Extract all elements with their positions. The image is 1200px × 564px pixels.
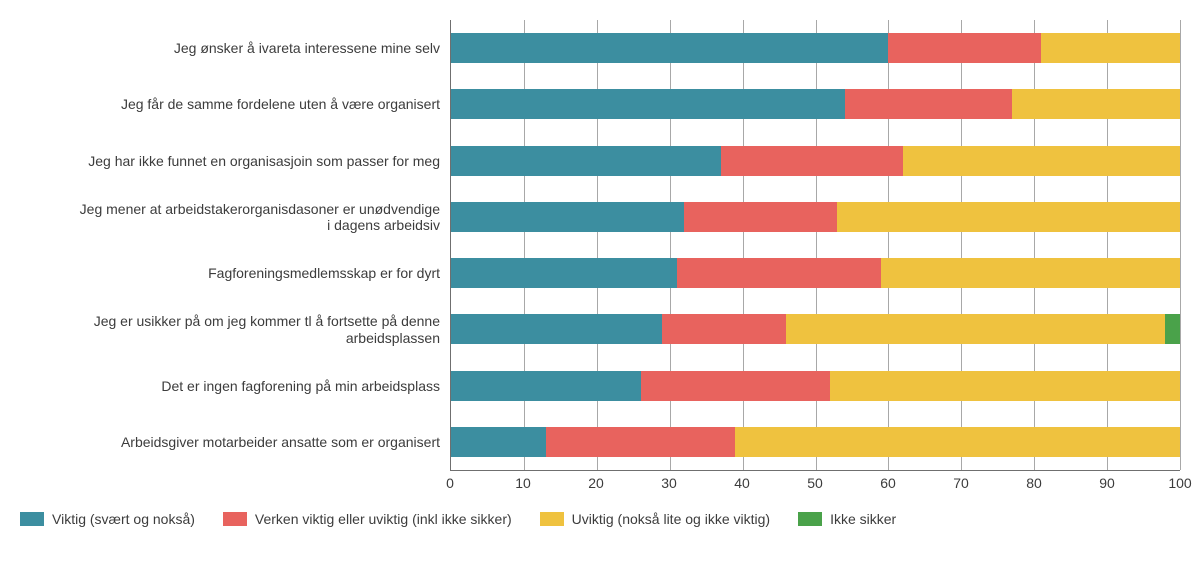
- x-tick-label: 10: [515, 475, 531, 491]
- legend-swatch: [223, 512, 247, 526]
- bar-row: [451, 245, 1180, 301]
- bar-segment-viktig: [451, 146, 721, 176]
- bar: [451, 202, 1180, 232]
- bar-segment-viktig: [451, 314, 662, 344]
- bar: [451, 427, 1180, 457]
- bar-segment-verken: [662, 314, 786, 344]
- bar-segment-verken: [677, 258, 881, 288]
- legend-swatch: [798, 512, 822, 526]
- x-tick-label: 70: [953, 475, 969, 491]
- bar-segment-uviktig: [881, 258, 1180, 288]
- bar: [451, 314, 1180, 344]
- bar-row: [451, 414, 1180, 470]
- legend-item: Ikke sikker: [798, 511, 896, 527]
- y-axis-label: Det er ingen fagforening på min arbeidsp…: [20, 358, 450, 414]
- x-tick-label: 50: [807, 475, 823, 491]
- x-tick-label: 0: [446, 475, 454, 491]
- bar-segment-uviktig: [837, 202, 1180, 232]
- gridline: [1180, 20, 1181, 470]
- bar-segment-uviktig: [786, 314, 1165, 344]
- bar-row: [451, 189, 1180, 245]
- y-axis-label: Fagforeningsmedlemsskap er for dyrt: [20, 246, 450, 302]
- stacked-bar-chart: Jeg ønsker å ivareta interessene mine se…: [0, 0, 1200, 537]
- bar-segment-verken: [888, 33, 1041, 63]
- x-tick-label: 80: [1026, 475, 1042, 491]
- legend-label: Viktig (svært og nokså): [52, 511, 195, 527]
- bar-segment-uviktig: [903, 146, 1180, 176]
- legend-swatch: [540, 512, 564, 526]
- x-tick-label: 60: [880, 475, 896, 491]
- bar-segment-viktig: [451, 427, 546, 457]
- bar-segment-verken: [641, 371, 831, 401]
- legend-label: Verken viktig eller uviktig (inkl ikke s…: [255, 511, 512, 527]
- x-tick-label: 100: [1168, 475, 1191, 491]
- bar-segment-uviktig: [1012, 89, 1180, 119]
- bar-segment-uviktig: [735, 427, 1180, 457]
- bar-row: [451, 358, 1180, 414]
- x-tick-label: 90: [1099, 475, 1115, 491]
- bar-segment-verken: [845, 89, 1013, 119]
- legend-item: Viktig (svært og nokså): [20, 511, 195, 527]
- bar-row: [451, 20, 1180, 76]
- bar: [451, 146, 1180, 176]
- legend-label: Uviktig (nokså lite og ikke viktig): [572, 511, 770, 527]
- y-axis-label: Jeg får de samme fordelene uten å være o…: [20, 76, 450, 132]
- bar-row: [451, 133, 1180, 189]
- x-axis-ticks: 0102030405060708090100: [450, 471, 1180, 497]
- x-tick-label: 40: [734, 475, 750, 491]
- bar-segment-verken: [684, 202, 837, 232]
- y-axis-label: Arbeidsgiver motarbeider ansatte som er …: [20, 415, 450, 471]
- x-tick-label: 20: [588, 475, 604, 491]
- bar: [451, 33, 1180, 63]
- bar-segment-verken: [546, 427, 736, 457]
- plot-row: Jeg ønsker å ivareta interessene mine se…: [20, 20, 1180, 471]
- bar: [451, 89, 1180, 119]
- bar: [451, 371, 1180, 401]
- y-axis-label: Jeg er usikker på om jeg kommer tl å for…: [20, 302, 450, 358]
- bar-row: [451, 76, 1180, 132]
- y-axis-labels: Jeg ønsker å ivareta interessene mine se…: [20, 20, 450, 471]
- y-axis-label: Jeg mener at arbeidstakerorganisdasoner …: [20, 189, 450, 245]
- x-tick-label: 30: [661, 475, 677, 491]
- bar-segment-verken: [721, 146, 903, 176]
- bar-segment-ikke: [1165, 314, 1180, 344]
- bar-segment-viktig: [451, 202, 684, 232]
- bar-segment-viktig: [451, 371, 641, 401]
- legend-swatch: [20, 512, 44, 526]
- bar-segment-viktig: [451, 258, 677, 288]
- bar-segment-uviktig: [830, 371, 1180, 401]
- legend-label: Ikke sikker: [830, 511, 896, 527]
- y-axis-label: Jeg har ikke funnet en organisasjoin som…: [20, 133, 450, 189]
- legend-item: Verken viktig eller uviktig (inkl ikke s…: [223, 511, 512, 527]
- bars-container: [451, 20, 1180, 470]
- bar-segment-viktig: [451, 33, 888, 63]
- plot-area: [450, 20, 1180, 471]
- bar-segment-uviktig: [1041, 33, 1180, 63]
- bar: [451, 258, 1180, 288]
- legend: Viktig (svært og nokså) Verken viktig ell…: [20, 511, 1180, 527]
- bar-row: [451, 301, 1180, 357]
- legend-item: Uviktig (nokså lite og ikke viktig): [540, 511, 770, 527]
- bar-segment-viktig: [451, 89, 845, 119]
- y-axis-label: Jeg ønsker å ivareta interessene mine se…: [20, 20, 450, 76]
